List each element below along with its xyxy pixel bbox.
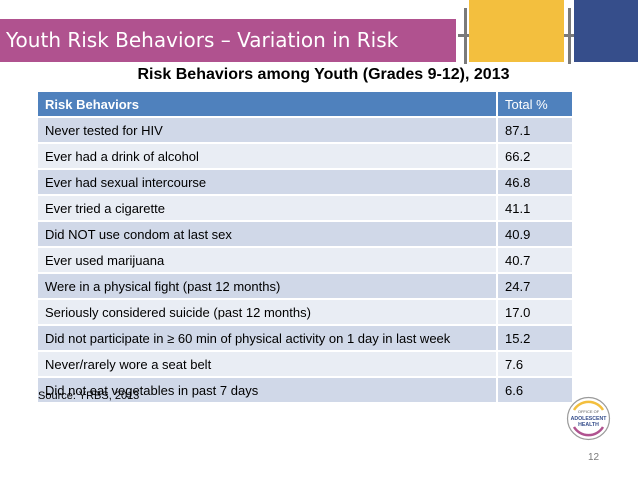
table-row: Were in a physical fight (past 12 months… (38, 274, 572, 300)
risk-behaviors-table: Risk Behaviors Total % Never tested for … (38, 92, 572, 404)
column-header-total-percent: Total % (498, 92, 572, 118)
total-cell: 40.9 (498, 222, 572, 248)
table-row: Did NOT use condom at last sex 40.9 (38, 222, 572, 248)
total-cell: 6.6 (498, 378, 572, 404)
table-caption: Risk Behaviors among Youth (Grades 9-12)… (137, 66, 510, 83)
table-row: Did not eat vegetables in past 7 days 6.… (38, 378, 572, 404)
behavior-cell: Ever tried a cigarette (38, 196, 498, 222)
plus-decoration-horizontal (458, 34, 474, 37)
behavior-cell: Did not eat vegetables in past 7 days (38, 378, 498, 404)
table-row: Never/rarely wore a seat belt 7.6 (38, 352, 572, 378)
behavior-cell: Did not participate in ≥ 60 min of physi… (38, 326, 498, 352)
column-header-risk-behaviors: Risk Behaviors (38, 92, 498, 118)
total-cell: 40.7 (498, 248, 572, 274)
total-cell: 66.2 (498, 144, 572, 170)
total-cell: 17.0 (498, 300, 572, 326)
logo-text-top: OFFICE OF (578, 409, 600, 414)
table-row: Seriously considered suicide (past 12 mo… (38, 300, 572, 326)
logo-text-main: ADOLESCENT (571, 416, 608, 422)
total-cell: 41.1 (498, 196, 572, 222)
slide-title: Youth Risk Behaviors – Variation in Risk (0, 19, 456, 62)
adolescent-health-logo: OFFICE OF ADOLESCENT HEALTH (566, 396, 611, 441)
behavior-cell: Were in a physical fight (past 12 months… (38, 274, 498, 300)
logo-text-bottom: HEALTH (578, 422, 599, 428)
table-row: Did not participate in ≥ 60 min of physi… (38, 326, 572, 352)
behavior-cell: Ever had a drink of alcohol (38, 144, 498, 170)
total-cell: 46.8 (498, 170, 572, 196)
accent-block-gold (469, 0, 564, 62)
behavior-cell: Never/rarely wore a seat belt (38, 352, 498, 378)
accent-block-blue (574, 0, 638, 62)
table-row: Ever used marijuana 40.7 (38, 248, 572, 274)
table-row: Ever had a drink of alcohol 66.2 (38, 144, 572, 170)
total-cell: 87.1 (498, 118, 572, 144)
table-header-row: Risk Behaviors Total % (38, 92, 572, 118)
behavior-cell: Never tested for HIV (38, 118, 498, 144)
behavior-cell: Did NOT use condom at last sex (38, 222, 498, 248)
behavior-cell: Seriously considered suicide (past 12 mo… (38, 300, 498, 326)
total-cell: 7.6 (498, 352, 572, 378)
table-row: Never tested for HIV 87.1 (38, 118, 572, 144)
total-cell: 15.2 (498, 326, 572, 352)
behavior-cell: Ever used marijuana (38, 248, 498, 274)
page-number: 12 (588, 452, 600, 463)
source-note: Source: YRBS, 2013 (38, 390, 140, 402)
table-row: Ever tried a cigarette 41.1 (38, 196, 572, 222)
total-cell: 24.7 (498, 274, 572, 300)
plus-decoration-horizontal (562, 34, 578, 37)
table-row: Ever had sexual intercourse 46.8 (38, 170, 572, 196)
behavior-cell: Ever had sexual intercourse (38, 170, 498, 196)
